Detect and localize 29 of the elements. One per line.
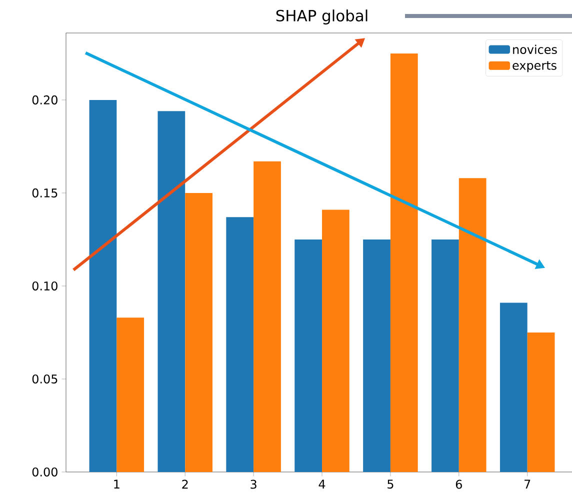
bar: [390, 53, 418, 472]
bar: [458, 178, 486, 472]
bar: [185, 192, 212, 472]
bar: [158, 111, 186, 472]
x-tick-label: 5: [388, 480, 394, 489]
y-tick-label: 0.15: [32, 188, 58, 198]
y-tick-label: 0.20: [32, 95, 58, 104]
x-tick-label: 1: [114, 480, 120, 488]
y-tick-label: 0.05: [32, 374, 58, 384]
y-tick-label: 0.00: [32, 467, 58, 477]
x-tick-label: 6: [456, 480, 462, 489]
bar: [363, 239, 390, 472]
bar: [294, 239, 322, 472]
legend-label: experts: [512, 61, 556, 72]
bar: [254, 161, 281, 472]
bar: [500, 302, 528, 472]
x-tick-label: 7: [524, 480, 530, 488]
y-tick-label: 0.10: [32, 281, 58, 290]
legend-label: novices: [513, 44, 557, 54]
bar: [527, 332, 555, 472]
bar: [116, 318, 144, 472]
chart-title: SHAP global: [276, 10, 368, 24]
bar: [89, 100, 117, 472]
bar: [322, 210, 350, 472]
bar: [226, 217, 254, 472]
bar: [432, 239, 459, 472]
x-tick-label: 2: [182, 480, 188, 489]
x-tick-label: 4: [318, 480, 326, 488]
x-tick-label: 3: [250, 480, 256, 489]
